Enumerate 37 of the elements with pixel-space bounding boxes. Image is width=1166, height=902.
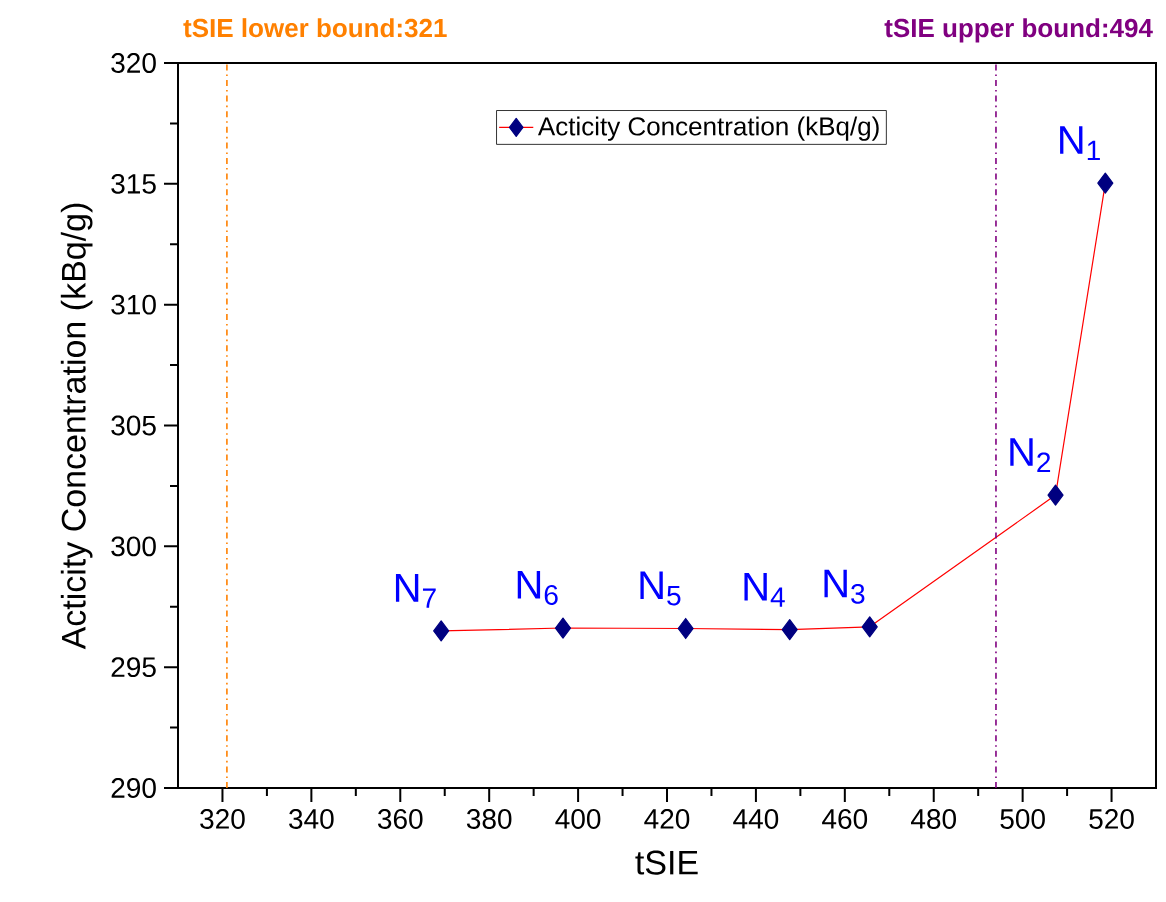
annotation: N$_{3}$	[824, 569, 865, 604]
point	[781, 619, 798, 641]
y-tick-label: 305	[111, 415, 156, 436]
point	[1097, 172, 1114, 194]
x-tick-label: 400	[555, 809, 601, 829]
annotation: N$_{5}$	[640, 571, 681, 606]
annotation: N$_{1}$	[1060, 126, 1100, 161]
y-tick-label: 295	[111, 657, 156, 678]
x-axis-title: tSIE	[635, 850, 698, 875]
x-tick-label: 440	[733, 809, 779, 829]
y-tick-label: 290	[111, 778, 156, 798]
x-tick-label: 320	[200, 809, 245, 829]
y-tick-label: 320	[111, 53, 156, 73]
x-tick-label: 520	[1089, 809, 1134, 829]
point	[861, 616, 878, 638]
point	[677, 617, 694, 640]
point	[433, 620, 450, 642]
y-tick-label: 300	[111, 536, 156, 557]
x-tick-label: 480	[911, 809, 956, 829]
y-tick-label: 310	[111, 294, 156, 315]
x-tick-label: 500	[1000, 809, 1045, 829]
ref-line-label: tSIE upper bound:494	[884, 18, 1153, 43]
x-tick-label: 420	[644, 809, 690, 829]
annotation: N$_{4}$	[744, 572, 785, 607]
annotation: N$_{2}$	[1010, 438, 1051, 473]
y-tick-label: 315	[111, 173, 156, 194]
legend-label: Acticity Concentration (kBq/g)	[537, 116, 879, 141]
annotation: N$_{6}$	[517, 570, 558, 605]
x-tick-label: 380	[466, 809, 512, 829]
x-tick-label: 360	[377, 809, 423, 829]
x-tick-label: 460	[822, 809, 868, 829]
ref-line-label: tSIE lower bound:321	[183, 18, 447, 38]
y-axis-title: Acticity Concentration (kBq/g)	[60, 203, 93, 650]
annotation: N$_{7}$	[395, 574, 436, 608]
x-tick-label: 340	[289, 809, 334, 829]
point	[1047, 484, 1064, 506]
point	[554, 617, 572, 639]
